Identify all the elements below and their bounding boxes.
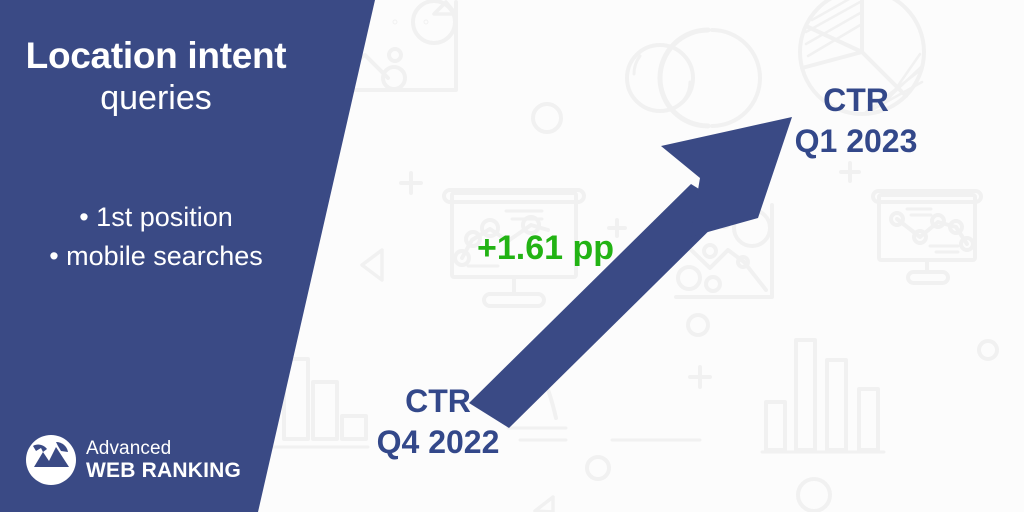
delta-value: +1.61 pp [477, 229, 615, 267]
arrow-shaft [469, 184, 731, 428]
circle-watermark [796, 477, 832, 512]
page-title: Location intent [25, 35, 287, 76]
scatter-chart-watermark [674, 203, 774, 299]
left-info-panel: Location intent queries • 1st position •… [0, 0, 375, 512]
circle-watermark [686, 313, 710, 337]
bar-chart-watermark [760, 338, 886, 454]
logo-line-advanced: Advanced [86, 438, 172, 459]
callout-start-line1: CTR [405, 383, 471, 419]
brand-logo: Advanced WEB RANKING [25, 434, 241, 486]
panel-heading: Location intent queries [0, 34, 312, 118]
arrow-head [661, 117, 792, 237]
donut-chart-watermark [625, 27, 762, 129]
callout-start-line2: Q4 2022 [376, 423, 500, 460]
circle-watermark [531, 102, 563, 134]
circle-watermark [585, 455, 611, 481]
bullet-list: • 1st position • mobile searches [0, 198, 312, 275]
plus-watermark [399, 161, 861, 389]
callout-end: CTR Q1 2023 [791, 80, 921, 161]
callout-end-line1: CTR [823, 82, 889, 118]
callout-end-line2: Q1 2023 [794, 122, 918, 159]
list-item: • 1st position [79, 202, 233, 232]
circle-watermark [977, 339, 999, 361]
logo-wordmark: Advanced WEB RANKING [86, 439, 241, 481]
logo-line-web-ranking: WEB RANKING [86, 459, 242, 482]
presentation-board-watermark [871, 189, 983, 285]
curve-watermark [498, 364, 558, 420]
page-subtitle: queries [100, 78, 212, 117]
globe-mountain-logo-icon [26, 435, 76, 485]
callout-start: CTR Q4 2022 [376, 381, 500, 462]
list-item: • mobile searches [49, 240, 263, 271]
